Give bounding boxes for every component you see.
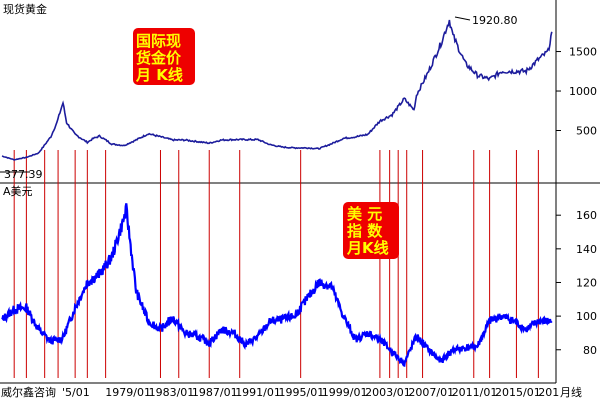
x-tick-label: 201 xyxy=(538,386,559,399)
x-tick-label: 2015/01 xyxy=(495,386,541,399)
gold-y-tick-label: 1000 xyxy=(569,85,597,98)
footer-period: 月线 xyxy=(560,385,582,399)
gold-y-tick-label: 1500 xyxy=(569,46,597,59)
gold-y-axis: 500 1000 1500 xyxy=(556,46,597,138)
usd-y-tick-label: 100 xyxy=(576,310,597,323)
x-tick-label: 2007/01 xyxy=(408,386,454,399)
x-tick-label: 1999/01 xyxy=(322,386,368,399)
x-tick-label: '5/01 xyxy=(62,386,90,399)
gold-note-line-1: 国际现 xyxy=(136,32,181,50)
usd-y-tick-label: 140 xyxy=(576,243,597,256)
usd-y-tick-label: 160 xyxy=(576,209,597,222)
usd-note-line-1: 美 元 xyxy=(347,205,382,223)
usd-index-line xyxy=(1,203,553,367)
gold-note-line-2: 货金价 xyxy=(136,49,182,67)
usd-y-axis: 80 100 120 140 160 xyxy=(556,209,597,357)
usd-y-tick-label: 80 xyxy=(583,344,597,357)
x-tick-label: 1995/01 xyxy=(279,386,325,399)
x-tick-label: 1983/01 xyxy=(149,386,195,399)
usd-note-line-3: 月K线 xyxy=(346,239,389,257)
gold-price-line xyxy=(1,19,553,161)
usd-y-tick-label: 120 xyxy=(576,276,597,289)
x-tick-label: 1991/01 xyxy=(235,386,281,399)
x-tick-label: 1987/01 xyxy=(192,386,238,399)
gold-note-line-3: 月 K线 xyxy=(135,66,183,84)
usd-panel-title: A美元 xyxy=(3,185,33,198)
footer-brand: 威尔鑫咨询 xyxy=(1,385,56,399)
x-axis-tick-labels: '5/01 1979/011983/011987/011991/011995/01… xyxy=(62,386,559,399)
gold-y-tick-label: 500 xyxy=(576,125,597,138)
usd-note-line-2: 指 数 xyxy=(347,222,383,240)
gold-panel-title: 现货黄金 xyxy=(3,2,47,16)
usd-note-box: 美 元 指 数 月K线 xyxy=(343,202,399,259)
x-tick-label: 1979/01 xyxy=(105,386,151,399)
gold-note-box: 国际现 货金价 月 K线 xyxy=(133,28,195,85)
x-tick-label: 2011/01 xyxy=(452,386,498,399)
x-tick-label: 2003/01 xyxy=(365,386,411,399)
gold-peak-label: 1920.80 xyxy=(472,14,518,27)
gold-peak-pointer xyxy=(454,16,471,21)
gold-left-value-label: 377.39 xyxy=(4,168,43,181)
